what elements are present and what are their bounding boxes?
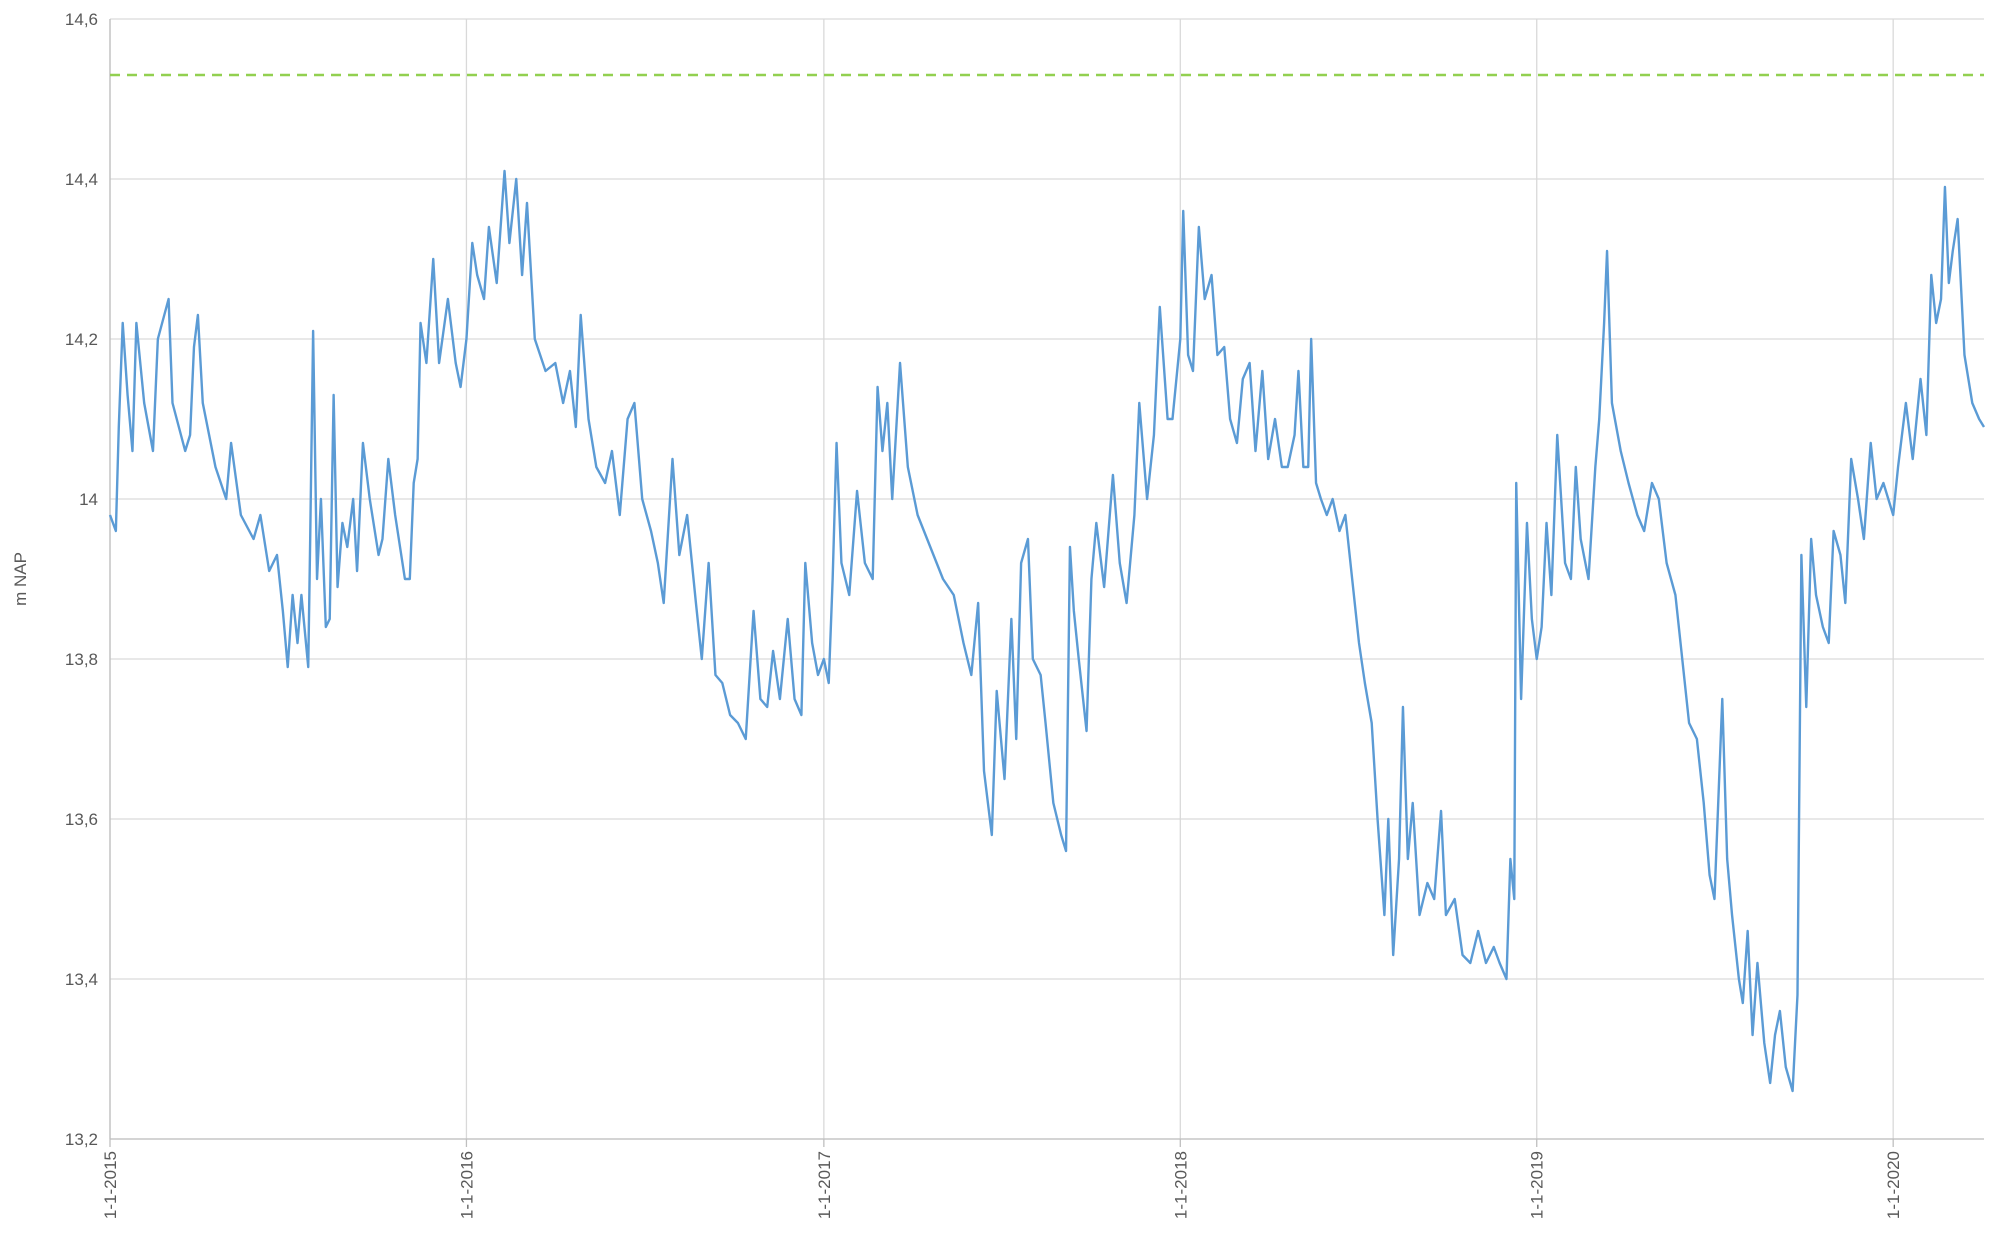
x-tick-label: 1-1-2015	[101, 1151, 120, 1219]
y-tick-label: 13,8	[65, 650, 98, 669]
y-tick-label: 14,6	[65, 10, 98, 29]
y-tick-label: 13,6	[65, 810, 98, 829]
x-tick-label: 1-1-2019	[1528, 1151, 1547, 1219]
data-line	[108, 169, 1986, 1093]
x-tick-label: 1-1-2016	[457, 1151, 476, 1219]
y-tick-label: 13,2	[65, 1130, 98, 1149]
y-tick-label: 14	[79, 490, 98, 509]
x-tick-label: 1-1-2018	[1171, 1151, 1190, 1219]
y-tick-label: 14,4	[65, 170, 98, 189]
y-axis-label: m NAP	[11, 552, 30, 606]
x-tick-label: 1-1-2017	[815, 1151, 834, 1219]
x-tick-label: 1-1-2020	[1884, 1151, 1903, 1219]
y-tick-label: 14,2	[65, 330, 98, 349]
y-tick-label: 13,4	[65, 970, 98, 989]
